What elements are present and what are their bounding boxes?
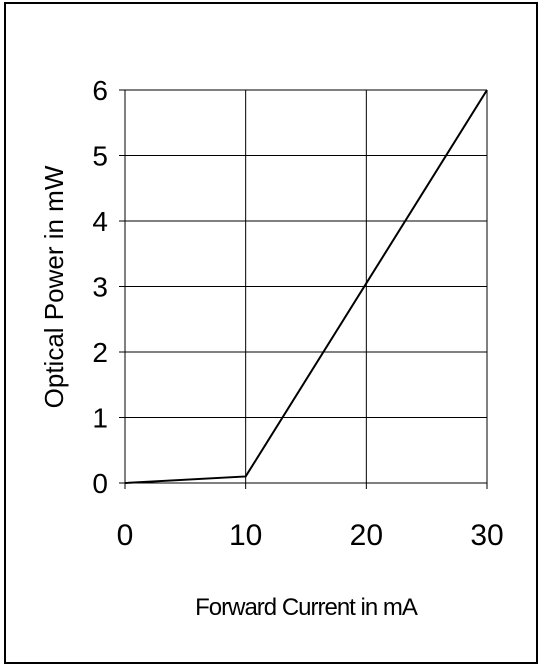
y-tick-label: 2	[92, 337, 108, 368]
y-tick-label: 3	[92, 272, 108, 303]
series-layer	[124, 89, 488, 484]
x-tick-labels: 0 10 20 30	[117, 519, 504, 552]
y-tick-labels: 0 1 2 3 4 5 6	[92, 75, 108, 499]
y-tick-label: 6	[92, 75, 108, 106]
x-tick-label: 10	[229, 519, 262, 552]
x-tick-label: 20	[350, 519, 383, 552]
series-line	[124, 89, 488, 484]
y-tick-label: 5	[92, 141, 108, 172]
axes	[119, 89, 488, 489]
x-tick-label: 30	[470, 519, 503, 552]
x-axis-label: Forward Current in mA	[195, 594, 418, 621]
y-tick-label: 1	[92, 403, 108, 434]
y-axis-label: Optical Power in mW	[39, 165, 69, 408]
x-tick-label: 0	[117, 519, 134, 552]
y-tick-label: 4	[92, 206, 108, 237]
chart-frame	[4, 2, 538, 664]
y-tick-label: 0	[92, 468, 108, 499]
grid	[125, 89, 488, 483]
